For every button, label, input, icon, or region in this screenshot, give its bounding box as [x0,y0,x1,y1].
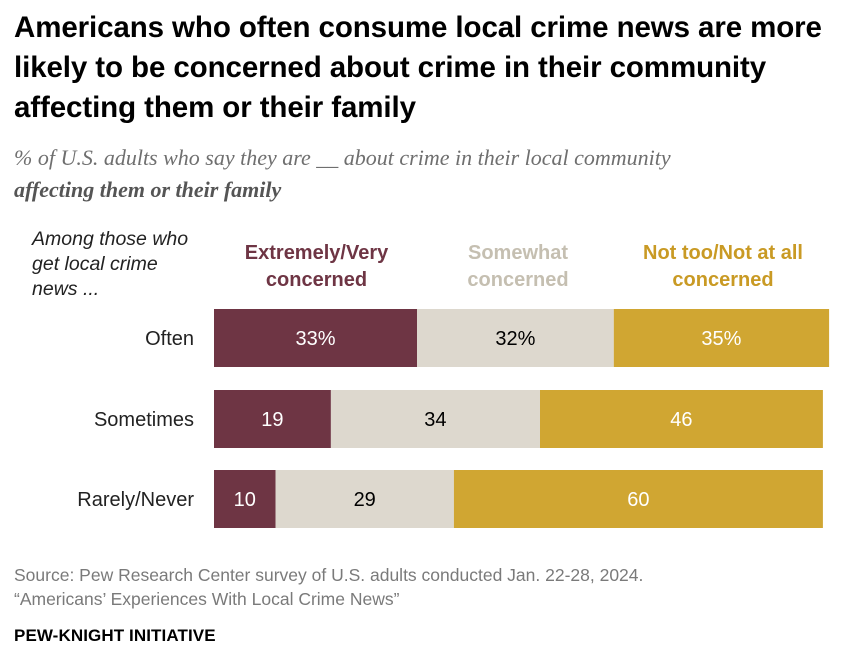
legend-label-line-1: Not too/Not at all [643,242,803,264]
legend-somewhat-concerned: Somewhat concerned [419,240,617,294]
legend-label-line-1: Extremely/Very [244,242,389,264]
data-label-somewhat-row-3: 29 [354,489,376,511]
chart-title: Americans who often consume local crime … [14,11,822,124]
bar-segment-extremely-row-1 [214,309,417,367]
data-label-somewhat-row-1: 32% [495,328,535,350]
bar-segment-somewhat-row-2 [330,390,540,448]
legend-label-line-1: Somewhat [467,242,569,264]
category-label-sometimes: Sometimes [94,409,194,431]
data-label-extremely-row-3: 10 [234,489,256,511]
bar-segment-extremely-row-3 [214,470,276,528]
bar-segment-not-too-row-1 [613,309,830,367]
data-label-extremely-row-2: 19 [261,409,283,431]
data-label-not-too-row-3: 60 [627,489,649,511]
bar-segment-somewhat-row-1 [417,309,614,367]
legend-label-line-2: concerned [265,269,368,291]
row-header: Among those who get local crime news ... [32,228,189,300]
source-line-2: “Americans’ Experiences With Local Crime… [14,589,400,609]
data-label-extremely-row-1: 33% [295,328,335,350]
bar-segment-not-too-row-3 [453,470,823,528]
legend-extremely-very-concerned: Extremely/Very concerned [214,240,419,294]
source-line-1: Source: Pew Research Center survey of U.… [14,565,644,585]
data-label-not-too-row-1: 35% [701,328,741,350]
category-label-rarely-never: Rarely/Never [77,489,194,511]
legend-label-line-2: concerned [467,269,569,291]
data-label-somewhat-row-2: 34 [424,409,446,431]
category-label-often: Often [145,328,194,350]
bar-segment-not-too-row-2 [540,390,823,448]
brand-label: PEW-KNIGHT INITIATIVE [14,626,216,645]
chart-subtitle: % of U.S. adults who say they are __ abo… [14,142,834,206]
bar-segment-extremely-row-2 [214,390,331,448]
legend-label-line-2: concerned [672,269,774,291]
data-label-not-too-row-2: 46 [670,409,692,431]
subtitle-line-1: % of U.S. adults who say they are __ abo… [14,145,671,170]
bar-segment-somewhat-row-3 [275,470,454,528]
subtitle-line-2: affecting them or their family [14,177,282,202]
source-note: Source: Pew Research Center survey of U.… [14,563,643,611]
legend-not-too-not-at-all-concerned: Not too/Not at all concerned [617,240,829,294]
